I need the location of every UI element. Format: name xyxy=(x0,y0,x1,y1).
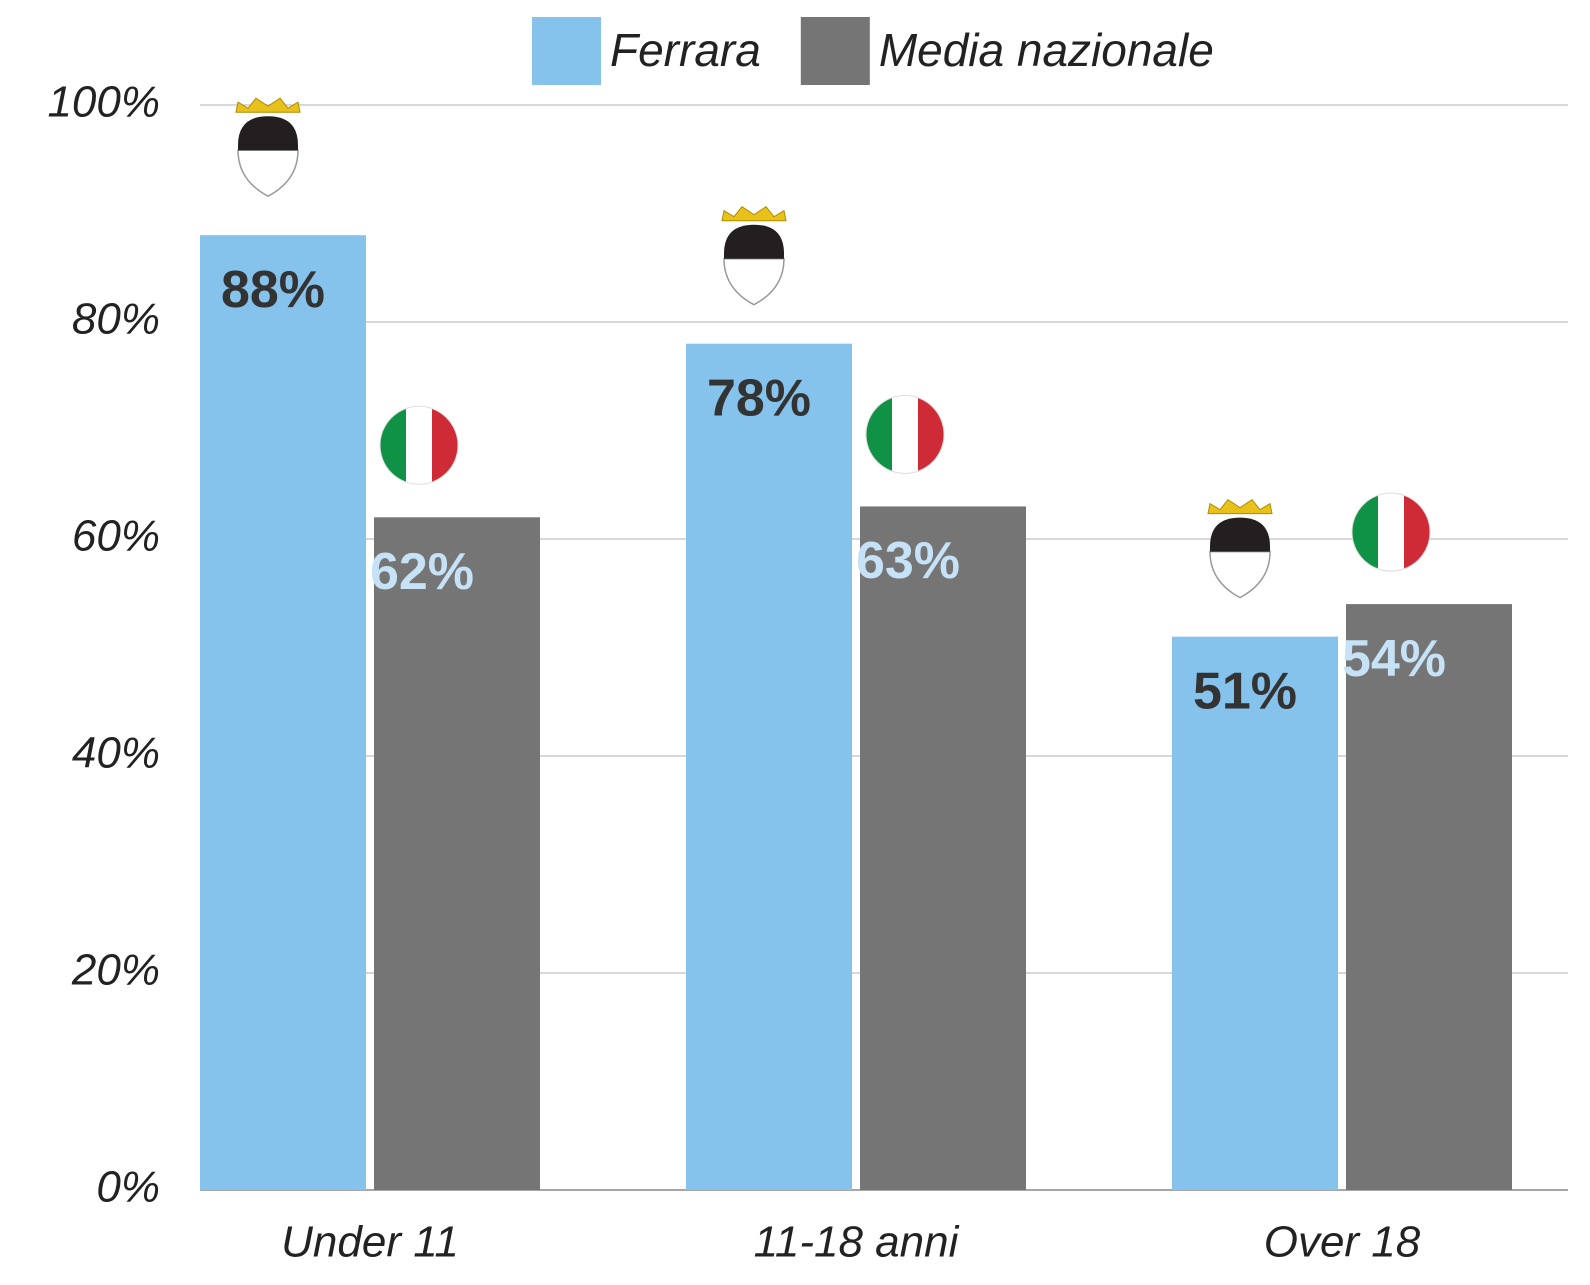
flag-stripe xyxy=(380,406,406,485)
bar xyxy=(686,343,852,1190)
y-tick-label: 0% xyxy=(96,1163,160,1212)
x-tick-label: Over 18 xyxy=(1264,1218,1421,1267)
bar xyxy=(1172,636,1338,1190)
y-tick-label: 40% xyxy=(72,729,160,778)
value-label: 63% xyxy=(856,532,960,590)
bar xyxy=(200,235,366,1190)
ferrara-emblem xyxy=(235,97,301,198)
x-tick-label: Under 11 xyxy=(281,1218,459,1267)
legend-label: Ferrara xyxy=(610,24,761,76)
y-tick-label: 80% xyxy=(72,295,160,344)
flag-rim xyxy=(865,394,945,474)
flag-rim xyxy=(1351,492,1431,572)
crown xyxy=(721,206,787,222)
flag-stripe xyxy=(892,395,918,474)
flag-stripe xyxy=(1404,493,1430,572)
italy-flag xyxy=(865,394,945,474)
legend-swatch xyxy=(800,17,870,85)
x-tick-label: 11-18 anni xyxy=(754,1218,960,1267)
flag-stripe xyxy=(918,395,944,474)
shield-black xyxy=(238,116,298,151)
bar xyxy=(860,506,1026,1190)
bar xyxy=(374,517,540,1190)
italy-flag xyxy=(1351,492,1431,572)
shield-white xyxy=(237,149,299,198)
flag-stripe xyxy=(432,406,458,485)
flag-stripe xyxy=(406,406,432,485)
y-tick-label: 60% xyxy=(72,512,160,561)
legend-label: Media nazionale xyxy=(879,24,1214,76)
shield-black xyxy=(724,224,784,259)
crown xyxy=(1207,498,1273,515)
flag-stripe xyxy=(866,395,892,474)
shield-white xyxy=(723,257,785,306)
ferrara-emblem xyxy=(1207,498,1273,599)
legend-swatch xyxy=(532,17,601,85)
value-label: 54% xyxy=(1342,630,1446,688)
flag-rim xyxy=(379,405,459,485)
ferrara-emblem xyxy=(721,206,787,306)
value-label: 78% xyxy=(707,369,811,427)
y-tick-label: 100% xyxy=(47,78,160,127)
shield-white xyxy=(1209,550,1271,599)
value-label: 51% xyxy=(1193,662,1297,720)
crown xyxy=(235,97,301,113)
value-label: 62% xyxy=(370,543,474,601)
value-label: 88% xyxy=(221,261,325,319)
shield-black xyxy=(1210,517,1270,552)
bar xyxy=(1346,604,1512,1190)
flag-stripe xyxy=(1352,493,1378,572)
flag-stripe xyxy=(1378,493,1404,572)
y-tick-label: 20% xyxy=(71,946,160,995)
italy-flag xyxy=(379,405,459,485)
